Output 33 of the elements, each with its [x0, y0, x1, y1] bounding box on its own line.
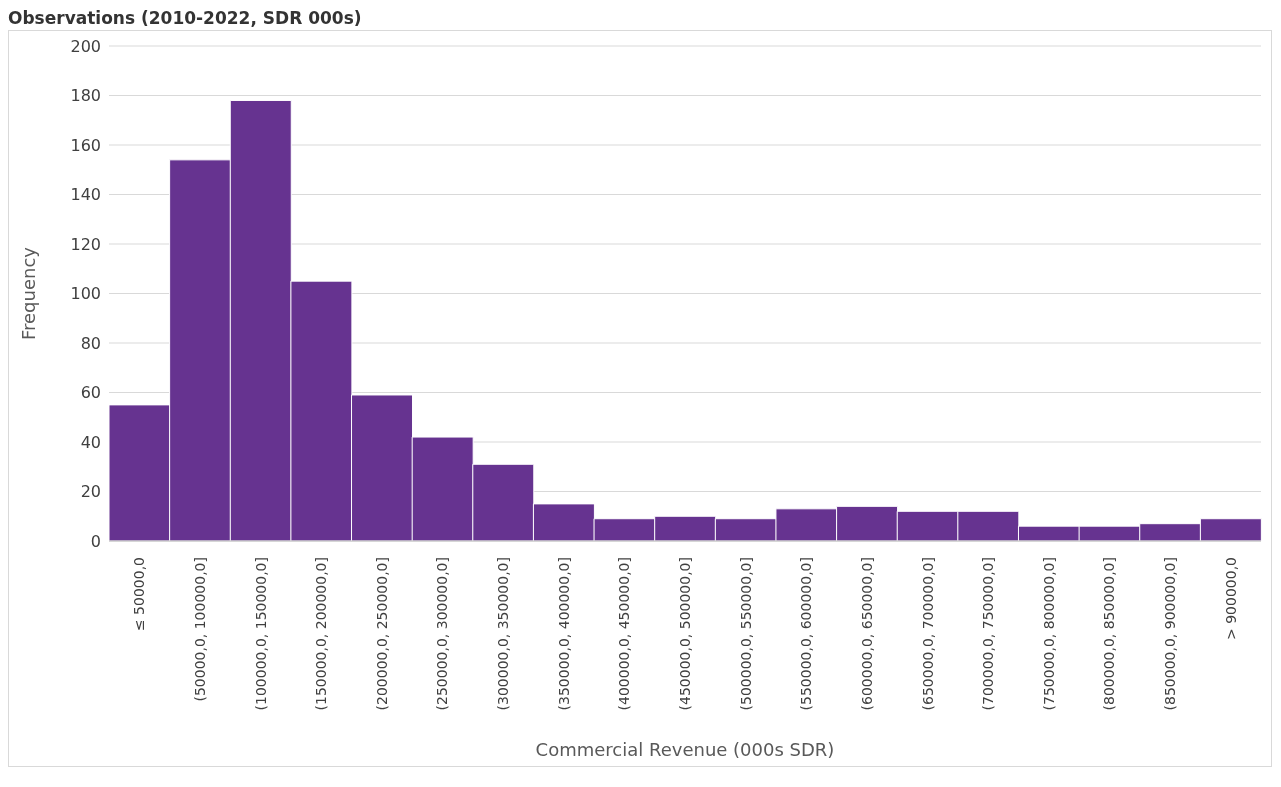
x-tick-label: (150000,0, 200000,0] [313, 557, 330, 711]
y-tick-label: 40 [80, 432, 101, 452]
x-tick-label: ≤ 50000,0 [131, 557, 148, 632]
x-tick-label: (800000,0, 850000,0] [1101, 557, 1118, 711]
y-tick-label: 160 [70, 135, 101, 155]
x-tick-label: (600000,0, 650000,0] [858, 557, 875, 711]
x-tick-label: (700000,0, 750000,0] [980, 557, 997, 711]
y-tick-label: 180 [70, 86, 101, 106]
x-tick-label: (750000,0, 800000,0] [1040, 557, 1057, 711]
x-tick-label: (300000,0, 350000,0] [495, 557, 512, 711]
y-tick-label: 0 [90, 531, 101, 551]
x-tick-label: (350000,0, 400000,0] [555, 557, 572, 711]
x-tick-label: (850000,0, 900000,0] [1162, 557, 1179, 711]
x-tick-label: (200000,0, 250000,0] [373, 557, 390, 711]
x-tick-label: (500000,0, 550000,0] [737, 557, 754, 711]
chart-title: Observations (2010-2022, SDR 000s) [8, 8, 363, 28]
y-tick-label: 80 [80, 333, 101, 353]
x-tick-label: (650000,0, 700000,0] [919, 557, 936, 711]
y-tick-label: 100 [70, 284, 101, 304]
x-tick-label: (400000,0, 450000,0] [616, 557, 633, 711]
x-tick-label: (250000,0, 300000,0] [434, 557, 451, 711]
x-axis-title: Commercial Revenue (000s SDR) [535, 739, 835, 760]
y-tick-label: 200 [70, 36, 101, 56]
x-tick-label: > 900000,0 [1222, 557, 1239, 640]
x-tick-label: (550000,0, 600000,0] [798, 557, 815, 711]
y-tick-label: 60 [80, 383, 101, 403]
y-axis-title: Frequency [18, 246, 40, 340]
y-tick-label: 140 [70, 185, 101, 205]
x-tick-label: (450000,0, 500000,0] [677, 557, 693, 711]
x-tick-label: (50000,0, 100000,0] [191, 557, 208, 702]
y-tick-label: 120 [70, 234, 101, 254]
y-tick-label: 20 [80, 482, 101, 502]
x-tick-label: (100000,0, 150000,0] [252, 557, 269, 711]
